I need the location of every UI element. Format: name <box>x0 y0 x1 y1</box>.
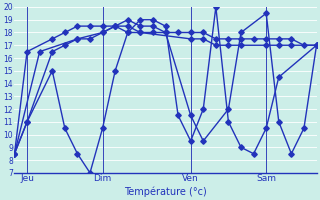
X-axis label: Température (°c): Température (°c) <box>124 186 207 197</box>
